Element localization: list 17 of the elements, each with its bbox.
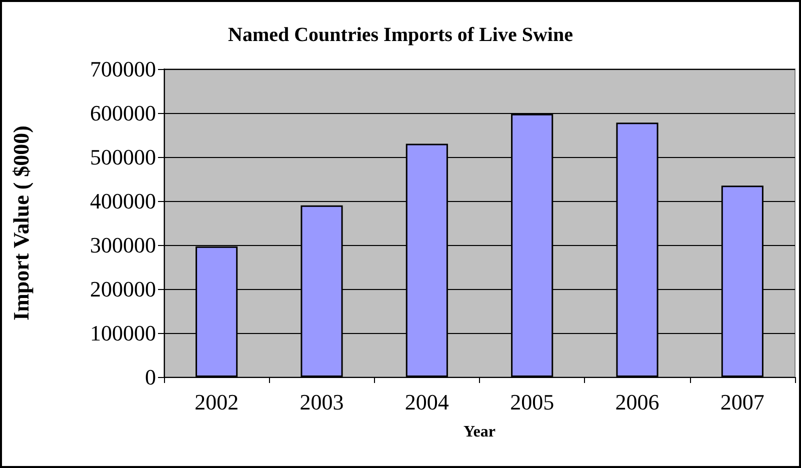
y-tick-label: 600000 <box>90 100 156 126</box>
x-tick-label: 2007 <box>720 390 764 414</box>
y-tick-label: 300000 <box>90 232 156 258</box>
chart-title: Named Countries Imports of Live Swine <box>228 24 574 46</box>
y-tick-label: 0 <box>145 364 156 390</box>
x-tick-label: 2002 <box>194 390 239 414</box>
y-tick-label: 100000 <box>90 320 156 346</box>
y-tick-label: 400000 <box>90 188 156 214</box>
y-tick-label: 700000 <box>90 56 156 82</box>
y-axis-title: Import Value ( $000) <box>8 126 34 320</box>
x-tick-label: 2004 <box>404 390 449 414</box>
y-tick-label: 500000 <box>90 144 156 170</box>
x-axis-title: Year <box>464 424 496 440</box>
x-tick-label: 2005 <box>510 390 554 414</box>
x-tick-label: 2003 <box>300 390 344 414</box>
y-tick-label: 200000 <box>90 276 156 302</box>
x-tick-label: 2006 <box>615 390 660 414</box>
